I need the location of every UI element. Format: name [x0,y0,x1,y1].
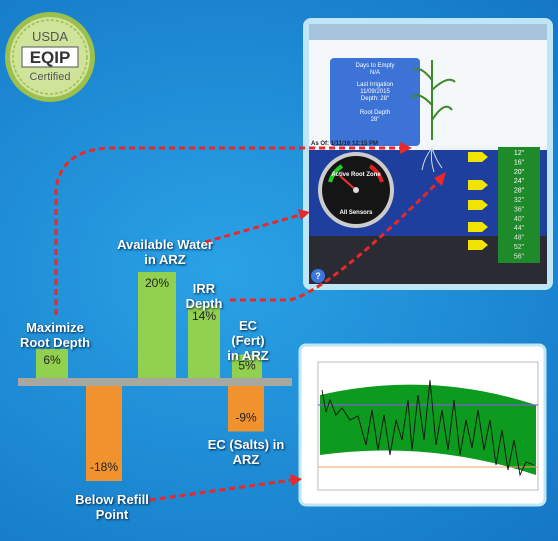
info-text: 11/09/2015 [360,89,390,95]
category-label: Below Refill Point [75,492,149,522]
info-text: 28" [371,117,380,123]
depth-label: 16" [514,159,525,166]
value-label: 20% [145,276,169,290]
history-chart [298,343,547,507]
depth-label: 12" [514,150,525,157]
badge-text: USDA [32,29,68,44]
category-label: EC (Salts) in ARZ [207,437,285,467]
value-label: 5% [238,359,256,373]
category-label: EC (Fert) in ARZ [227,318,269,363]
bar [138,272,176,382]
bar [86,382,122,481]
arrows [54,146,442,502]
depth-label: 20" [514,169,525,176]
value-label: -18% [90,460,118,474]
depth-label: 36" [514,206,525,213]
baseline [18,378,292,386]
bar [228,382,264,432]
depth-label: 52" [514,244,525,251]
depth-label: 44" [514,225,525,232]
help-button[interactable]: ? [315,271,321,281]
bar [232,354,262,382]
gauge-label: Active Root Zone [331,172,381,178]
depth-label: 56" [514,253,525,260]
info-text: Depth: 28" [361,96,389,102]
arrow-heads [290,142,446,486]
value-label: 14% [192,309,216,323]
category-label: Maximize Root Depth [19,320,91,350]
depth-label: 40" [514,216,525,223]
info-text: Last Irrigation [357,82,393,88]
depth-label: 48" [514,235,525,242]
value-label: -9% [235,411,257,425]
bar [36,349,68,382]
info-text: Root Depth [360,110,390,116]
bar [188,305,220,382]
category-label: Available Water in ARZ [117,237,213,267]
depth-label: 28" [514,188,525,195]
depth-label: 32" [514,197,525,204]
badge-text: EQIP [30,48,71,67]
badge-text: Certified [30,71,71,83]
gauge-label: All Sensors [339,210,373,216]
as-of: As Of: 1/11/16 12:15 PM [311,141,378,147]
value-label: 6% [43,353,61,367]
category-label: IRR Depth [185,281,223,311]
info-text: Days to Empty [355,63,394,69]
depth-label: 24" [514,178,525,185]
phone-screenshot: Active Root Zone All Sensors As Of: 1/11… [303,18,553,290]
usda-badge: USDA EQIP Certified [5,12,95,102]
info-text: N/A [370,70,380,76]
